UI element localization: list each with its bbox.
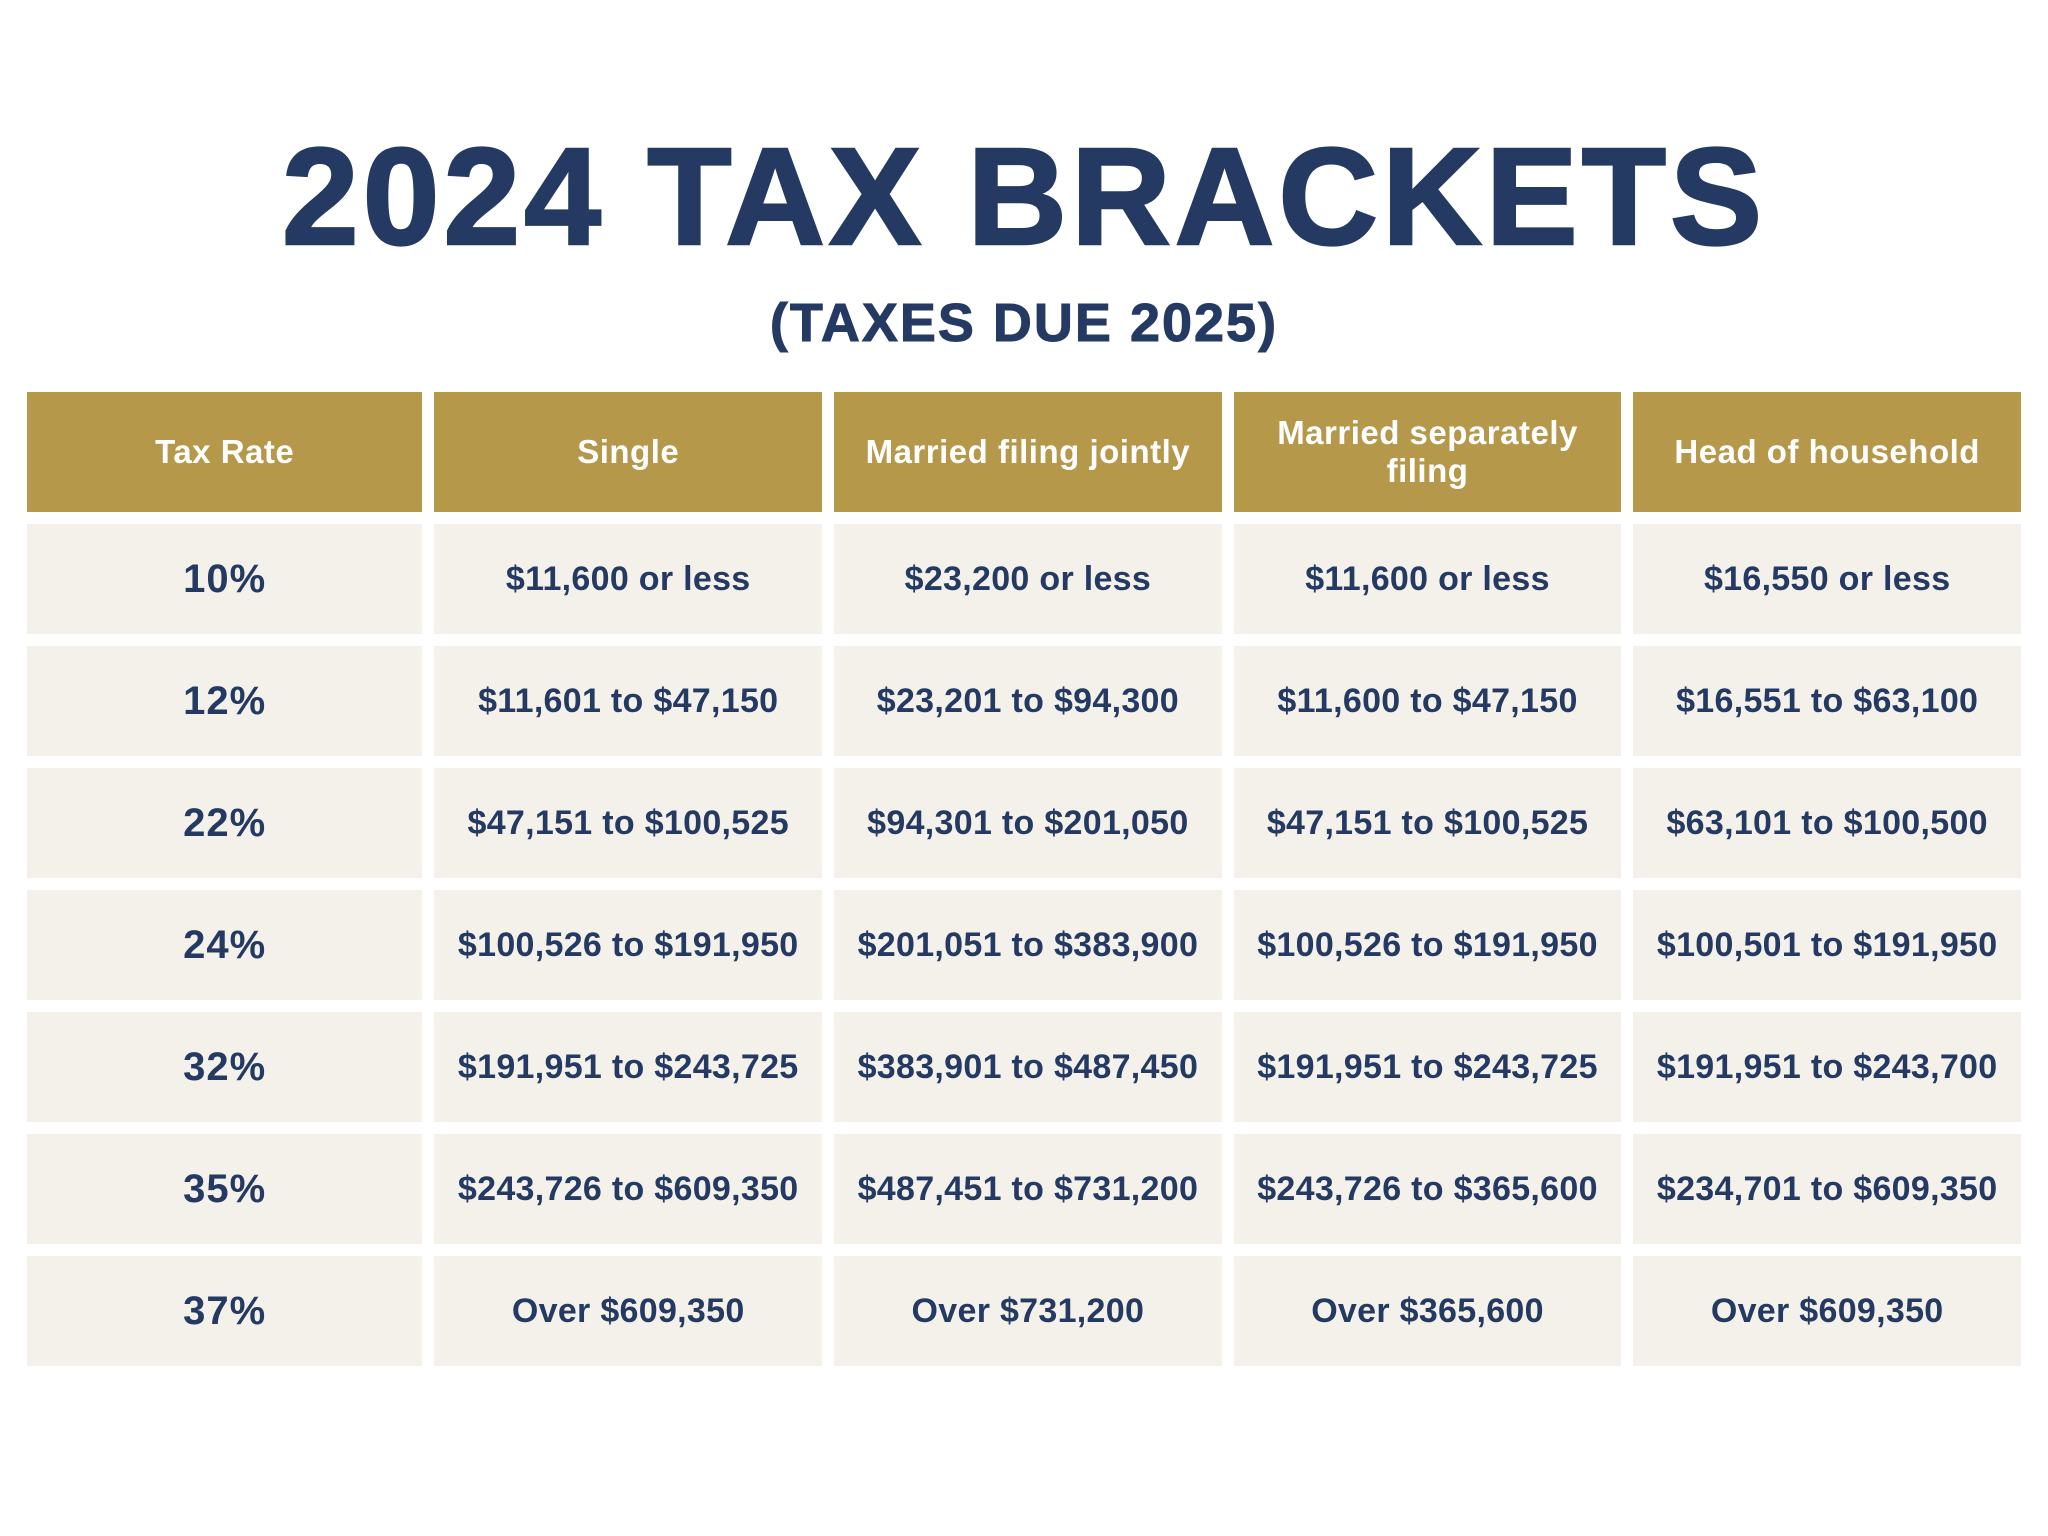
page-title: 2024 TAX BRACKETS xyxy=(281,120,1767,274)
value-cell: $201,051 to $383,900 xyxy=(834,890,1222,1000)
rate-cell: 37% xyxy=(27,1256,423,1366)
value-cell: $100,526 to $191,950 xyxy=(434,890,823,1000)
value-cell: $11,601 to $47,150 xyxy=(434,646,823,756)
rate-cell: 32% xyxy=(27,1012,423,1122)
value-cell: $383,901 to $487,450 xyxy=(834,1012,1222,1122)
column-header-married-filing-jointly: Married filing jointly xyxy=(834,392,1222,512)
value-cell: $191,951 to $243,725 xyxy=(1233,1012,1622,1122)
value-cell: $16,550 or less xyxy=(1633,524,2021,634)
value-cell: Over $609,350 xyxy=(1633,1256,2021,1366)
value-cell: $47,151 to $100,525 xyxy=(434,768,823,878)
value-cell: $11,600 to $47,150 xyxy=(1233,646,1622,756)
value-cell: $100,501 to $191,950 xyxy=(1633,890,2021,1000)
value-cell: Over $731,200 xyxy=(834,1256,1222,1366)
value-cell: $243,726 to $609,350 xyxy=(434,1134,823,1244)
value-cell: $47,151 to $100,525 xyxy=(1233,768,1622,878)
value-cell: Over $365,600 xyxy=(1233,1256,1622,1366)
column-header-single: Single xyxy=(434,392,823,512)
rate-cell: 10% xyxy=(27,524,423,634)
page-subtitle: (TAXES DUE 2025) xyxy=(769,293,1279,354)
value-cell: $11,600 or less xyxy=(434,524,823,634)
value-cell: $23,201 to $94,300 xyxy=(834,646,1222,756)
value-cell: $487,451 to $731,200 xyxy=(834,1134,1222,1244)
rate-cell: 24% xyxy=(27,890,423,1000)
column-header-married-separately-filing: Married separately filing xyxy=(1233,392,1622,512)
value-cell: $191,951 to $243,700 xyxy=(1633,1012,2021,1122)
value-cell: $94,301 to $201,050 xyxy=(834,768,1222,878)
rate-cell: 35% xyxy=(27,1134,423,1244)
column-header-head-of-household: Head of household xyxy=(1633,392,2021,512)
value-cell: Over $609,350 xyxy=(434,1256,823,1366)
value-cell: $243,726 to $365,600 xyxy=(1233,1134,1622,1244)
rate-cell: 22% xyxy=(27,768,423,878)
value-cell: $191,951 to $243,725 xyxy=(434,1012,823,1122)
value-cell: $11,600 or less xyxy=(1233,524,1622,634)
column-header-tax-rate: Tax Rate xyxy=(27,392,423,512)
value-cell: $234,701 to $609,350 xyxy=(1633,1134,2021,1244)
rate-cell: 12% xyxy=(27,646,423,756)
value-cell: $100,526 to $191,950 xyxy=(1233,890,1622,1000)
tax-brackets-table: Tax Rate Single Married filing jointly M… xyxy=(27,392,2021,1366)
value-cell: $16,551 to $63,100 xyxy=(1633,646,2021,756)
value-cell: $63,101 to $100,500 xyxy=(1633,768,2021,878)
value-cell: $23,200 or less xyxy=(834,524,1222,634)
